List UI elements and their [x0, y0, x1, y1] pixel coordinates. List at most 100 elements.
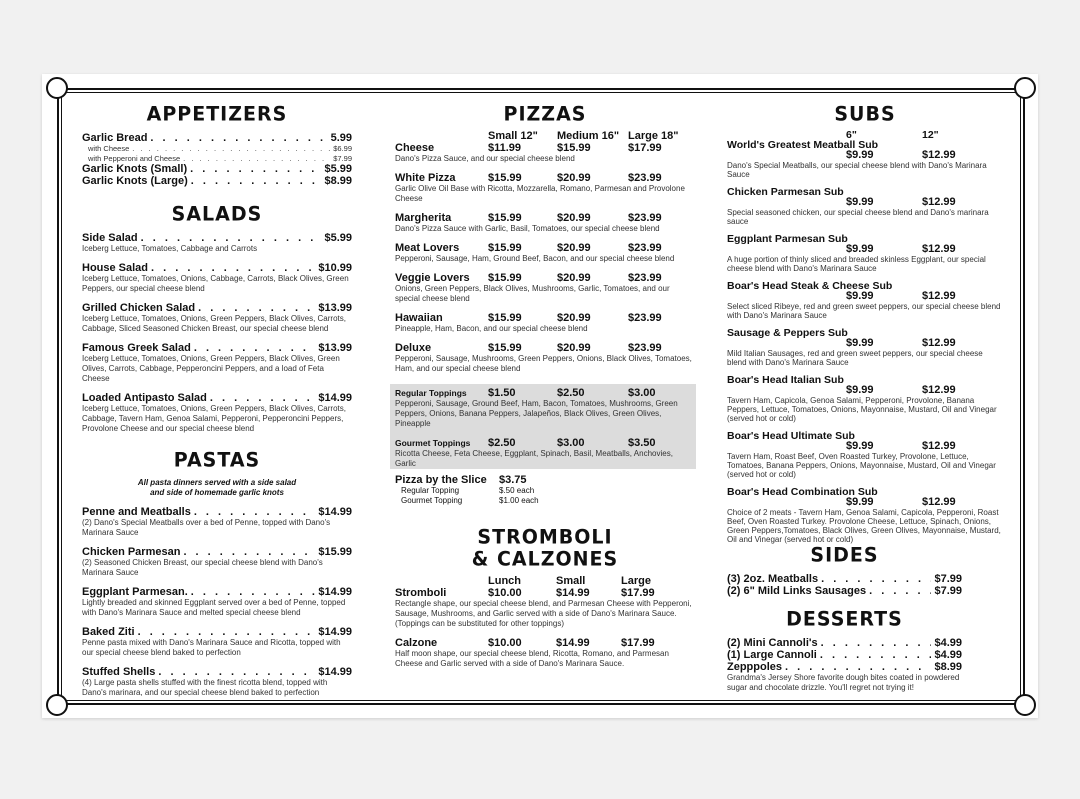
menu-item-row: (2) Mini Cannoli's. . . . . . . . . . . …	[727, 637, 962, 649]
stromboli-section: STROMBOLI & CALZONES Lunch Small Large Stromb…	[395, 525, 695, 677]
item-name: Stromboli	[395, 587, 447, 599]
section-title: SIDES	[810, 543, 879, 567]
item-prices: $9.99 $12.99	[727, 149, 1003, 161]
section-title: & CALZONES	[471, 547, 619, 571]
menu-item-row: Veggie Lovers $15.99 $20.99 $23.99	[395, 272, 695, 284]
item-name: House Salad	[82, 262, 149, 274]
menu-item-row: Eggplant Parmesan.. . . . . . . . . . . …	[82, 586, 352, 598]
item-price: $23.99	[628, 272, 662, 284]
item-price: $14.99	[318, 626, 352, 638]
item-price: $8.99	[934, 661, 962, 673]
item-price: $12.99	[922, 196, 956, 208]
item-description: Select sliced Ribeye, red and green swee…	[727, 302, 1001, 320]
menu-item: Famous Greek Salad. . . . . . . . . . . …	[82, 342, 352, 384]
item-name: Calzone	[395, 637, 438, 649]
pizzas-section: PIZZAS Small 12" Medium 16" Large 18" Cheese…	[395, 104, 695, 382]
menu-border-inner	[61, 92, 1021, 701]
menu-item: Garlic Knots (Small). . . . . . . . . . …	[82, 163, 352, 175]
dot-leader: . . . . . . . . . . . . . . . . . . . . …	[821, 573, 931, 585]
dot-leader: . . . . . . . . . . . . . . . . . . . . …	[183, 546, 315, 558]
item-description: A huge portion of thinly sliced and brea…	[727, 255, 986, 273]
menu-item-row: Regular Toppings $1.50 $2.50 $3.00	[395, 387, 693, 399]
item-price: $9.99	[846, 440, 874, 452]
menu-item: Chicken Parmesan. . . . . . . . . . . . …	[82, 546, 352, 578]
section-title: DESSERTS	[786, 607, 903, 631]
section-title: PIZZAS	[503, 102, 587, 126]
item-name: Garlic Knots (Small)	[82, 163, 188, 175]
item-name: with Cheese	[88, 144, 130, 153]
item-name: Garlic Bread	[82, 132, 148, 144]
menu-item: Hawaiian $15.99 $20.99 $23.99 Pineapple, Ham…	[395, 312, 695, 334]
menu-item: (3) 2oz. Meatballs. . . . . . . . . . . …	[727, 573, 962, 585]
menu-item: Side Salad. . . . . . . . . . . . . . . …	[82, 232, 352, 254]
item-description: Iceberg Lettuce, Tomatoes, Onions, Cabba…	[82, 274, 349, 293]
item-price: $13.99	[318, 342, 352, 354]
item-price: $12.99	[922, 440, 956, 452]
item-price: $5.99	[324, 232, 352, 244]
item-price: $14.99	[318, 666, 352, 678]
menu-item: Gourmet Toppings $2.50 $3.00 $3.50 Ricotta C…	[395, 437, 693, 469]
menu-item: House Salad. . . . . . . . . . . . . . .…	[82, 262, 352, 294]
dot-leader: . . . . . . . . . . . . . . . . . . . . …	[193, 506, 316, 518]
menu-item: Loaded Antipasto Salad. . . . . . . . . …	[82, 392, 352, 434]
item-description: Iceberg Lettuce, Tomatoes, Cabbage and C…	[82, 244, 258, 253]
item-price: $20.99	[557, 272, 591, 284]
menu-item: Grilled Chicken Salad. . . . . . . . . .…	[82, 302, 352, 334]
section-subtitle: All pasta dinners served with a side sal…	[137, 478, 297, 487]
dot-leader: . . . . . . . . . . . . . . . . . . . . …	[150, 132, 327, 144]
item-price: $9.99	[846, 384, 874, 396]
option-price: $1.00 each	[499, 496, 539, 505]
item-name: Eggplant Parmesan.	[82, 586, 188, 598]
item-name: Stuffed Shells	[82, 666, 156, 678]
item-price: $4.99	[934, 649, 962, 661]
item-name: Zepppoles	[727, 661, 783, 673]
item-price: $15.99	[488, 212, 522, 224]
size-label: Large 18"	[628, 130, 679, 142]
item-name: Cheese	[395, 142, 435, 154]
option-name: Regular Topping	[401, 486, 460, 495]
item-price: $15.99	[557, 142, 591, 154]
section-title: SUBS	[834, 102, 896, 126]
menu-item-row: Loaded Antipasto Salad. . . . . . . . . …	[82, 392, 352, 404]
item-price: $23.99	[628, 312, 662, 324]
dot-leader: . . . . . . . . . . . . . . . . . . . . …	[158, 666, 315, 678]
item-price: $14.99	[556, 587, 590, 599]
item-name: Eggplant Parmesan Sub	[727, 233, 848, 245]
item-price: $11.99	[488, 142, 522, 154]
menu-item-row: (2) 6" Mild Links Sausages. . . . . . . …	[727, 585, 962, 597]
spacer	[395, 575, 488, 587]
item-price: $2.50	[557, 387, 585, 399]
menu-item-row: Zepppoles. . . . . . . . . . . . . . . .…	[727, 661, 962, 673]
menu-item: Eggplant Parmesan.. . . . . . . . . . . …	[82, 586, 352, 618]
menu-item: Margherita $15.99 $20.99 $23.99 Dano's Pizza…	[395, 212, 695, 234]
menu-item-row: White Pizza $15.99 $20.99 $23.99	[395, 172, 695, 184]
item-price: $3.00	[628, 387, 656, 399]
item-description: Iceberg Lettuce, Tomatoes, Onions, Green…	[82, 314, 346, 333]
size-header: Lunch Small Large	[395, 575, 695, 587]
menu-item: Chicken Parmesan Sub $9.99 $12.99 Special s…	[727, 187, 1003, 226]
item-name: Chicken Parmesan Sub	[727, 186, 844, 198]
item-price: $12.99	[922, 149, 956, 161]
item-description: (2) Seasoned Chicken Breast, our special…	[82, 558, 323, 577]
item-description: (4) Large pasta shells stuffed with the …	[82, 678, 328, 697]
dot-leader: . . . . . . . . . . . . . . . . . . . . …	[190, 175, 322, 187]
item-price: $9.99	[846, 196, 874, 208]
item-price: 5.99	[330, 132, 352, 144]
item-price: $15.99	[488, 172, 522, 184]
menu-item-row: Meat Lovers $15.99 $20.99 $23.99	[395, 242, 695, 254]
item-name: (1) Large Cannoli	[727, 649, 817, 661]
menu-item-row: Baked Ziti. . . . . . . . . . . . . . . …	[82, 626, 352, 638]
item-price: $9.99	[846, 290, 874, 302]
item-name: Boar's Head Combination Sub	[727, 486, 878, 498]
item-price: $7.99	[934, 573, 962, 585]
size-header: Small 12" Medium 16" Large 18"	[395, 130, 695, 142]
item-name: White Pizza	[395, 172, 456, 184]
item-name: Boar's Head Italian Sub	[727, 374, 844, 386]
item-name: Garlic Knots (Large)	[82, 175, 188, 187]
menu-item-row: Garlic Knots (Large). . . . . . . . . . …	[82, 175, 352, 187]
size-label: Large	[621, 575, 651, 587]
item-name: (3) 2oz. Meatballs	[727, 573, 819, 585]
dot-leader: . . . . . . . . . . . . . . . . . . . . …	[209, 392, 315, 404]
menu-item-row: Garlic Bread. . . . . . . . . . . . . . …	[82, 132, 352, 144]
dot-leader: . . . . . . . . . . . . . . . . . . . . …	[198, 302, 315, 314]
